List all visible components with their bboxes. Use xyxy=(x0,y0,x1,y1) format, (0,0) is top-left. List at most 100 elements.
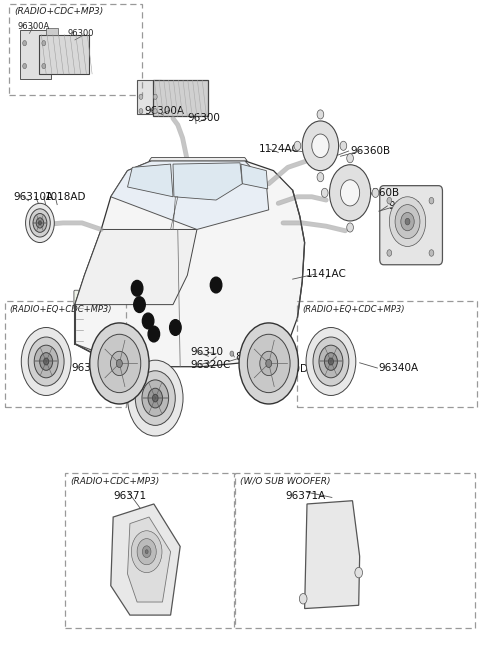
Polygon shape xyxy=(128,164,173,196)
Circle shape xyxy=(117,360,122,367)
Circle shape xyxy=(347,223,353,232)
Circle shape xyxy=(401,212,414,231)
Circle shape xyxy=(340,141,347,151)
Circle shape xyxy=(135,371,175,425)
Polygon shape xyxy=(75,229,197,305)
Circle shape xyxy=(324,352,337,370)
FancyBboxPatch shape xyxy=(46,28,58,35)
Circle shape xyxy=(42,41,46,46)
Polygon shape xyxy=(75,161,305,367)
Text: 96310A: 96310A xyxy=(13,192,53,202)
Circle shape xyxy=(429,197,434,204)
Circle shape xyxy=(38,221,41,225)
Circle shape xyxy=(153,394,158,402)
Circle shape xyxy=(142,380,168,417)
Text: 96331B: 96331B xyxy=(72,363,112,373)
Polygon shape xyxy=(111,504,180,615)
Circle shape xyxy=(25,203,54,242)
FancyBboxPatch shape xyxy=(311,517,351,534)
Circle shape xyxy=(143,546,151,557)
Text: 96360B: 96360B xyxy=(360,188,400,198)
Circle shape xyxy=(247,334,290,392)
Circle shape xyxy=(21,328,71,396)
Text: 96300A: 96300A xyxy=(144,105,184,115)
Circle shape xyxy=(40,352,53,370)
FancyBboxPatch shape xyxy=(380,185,443,265)
Circle shape xyxy=(328,358,334,365)
Circle shape xyxy=(132,280,143,296)
FancyBboxPatch shape xyxy=(74,290,89,309)
Text: 82472: 82472 xyxy=(235,352,268,362)
Polygon shape xyxy=(149,158,247,161)
Circle shape xyxy=(98,334,141,392)
Bar xyxy=(9,4,142,96)
Circle shape xyxy=(294,141,301,151)
Circle shape xyxy=(239,323,299,404)
FancyBboxPatch shape xyxy=(311,567,352,584)
Circle shape xyxy=(317,173,324,181)
Circle shape xyxy=(128,360,183,436)
Circle shape xyxy=(230,351,234,356)
Circle shape xyxy=(389,196,426,246)
Text: 96310: 96310 xyxy=(190,347,223,358)
Bar xyxy=(298,301,477,407)
Circle shape xyxy=(395,204,420,238)
Circle shape xyxy=(251,341,282,383)
Bar xyxy=(235,473,475,628)
Circle shape xyxy=(387,250,392,256)
Circle shape xyxy=(319,345,343,378)
Circle shape xyxy=(90,323,149,404)
Text: 96320C: 96320C xyxy=(190,360,230,370)
Circle shape xyxy=(317,110,324,119)
Circle shape xyxy=(28,337,64,386)
Circle shape xyxy=(154,109,157,114)
Circle shape xyxy=(169,320,181,335)
FancyBboxPatch shape xyxy=(311,542,352,559)
Circle shape xyxy=(355,567,362,578)
Circle shape xyxy=(110,351,128,375)
Circle shape xyxy=(260,351,277,375)
Text: 96360D: 96360D xyxy=(268,364,309,373)
Text: (RADIO+EQ+CDC+MP3): (RADIO+EQ+CDC+MP3) xyxy=(302,305,405,314)
Circle shape xyxy=(313,337,349,386)
Text: 96330D: 96330D xyxy=(134,405,175,415)
Circle shape xyxy=(139,94,143,100)
Circle shape xyxy=(264,359,268,365)
Text: 96300: 96300 xyxy=(187,113,220,123)
Text: 1141AC: 1141AC xyxy=(306,269,347,279)
FancyBboxPatch shape xyxy=(137,80,161,114)
Text: 96340A: 96340A xyxy=(379,363,419,373)
Text: 96360B: 96360B xyxy=(350,146,390,156)
Circle shape xyxy=(266,360,272,367)
Circle shape xyxy=(42,64,46,69)
Circle shape xyxy=(312,134,329,158)
Text: 96300A: 96300A xyxy=(17,22,50,31)
FancyBboxPatch shape xyxy=(153,81,208,117)
Circle shape xyxy=(245,333,288,392)
Circle shape xyxy=(148,326,159,342)
Circle shape xyxy=(23,64,26,69)
Circle shape xyxy=(23,41,26,46)
Circle shape xyxy=(134,297,145,312)
Circle shape xyxy=(329,165,371,221)
Circle shape xyxy=(302,121,338,171)
Text: (RADIO+EQ+CDC+MP3): (RADIO+EQ+CDC+MP3) xyxy=(9,305,112,314)
FancyBboxPatch shape xyxy=(39,35,89,74)
Circle shape xyxy=(148,388,163,408)
Circle shape xyxy=(429,250,434,256)
Text: (RADIO+CDC+MP3): (RADIO+CDC+MP3) xyxy=(14,7,103,16)
Circle shape xyxy=(261,354,272,370)
Polygon shape xyxy=(241,164,268,189)
Polygon shape xyxy=(305,500,360,608)
Text: (W/O SUB WOOFER): (W/O SUB WOOFER) xyxy=(240,477,331,485)
Circle shape xyxy=(143,313,154,329)
Text: 96371: 96371 xyxy=(113,491,146,501)
Bar xyxy=(4,301,126,407)
Circle shape xyxy=(372,188,379,197)
Circle shape xyxy=(387,197,392,204)
Circle shape xyxy=(30,209,50,237)
Circle shape xyxy=(405,218,410,225)
FancyBboxPatch shape xyxy=(20,30,51,79)
Circle shape xyxy=(340,179,360,206)
Text: 96371: 96371 xyxy=(388,201,421,211)
